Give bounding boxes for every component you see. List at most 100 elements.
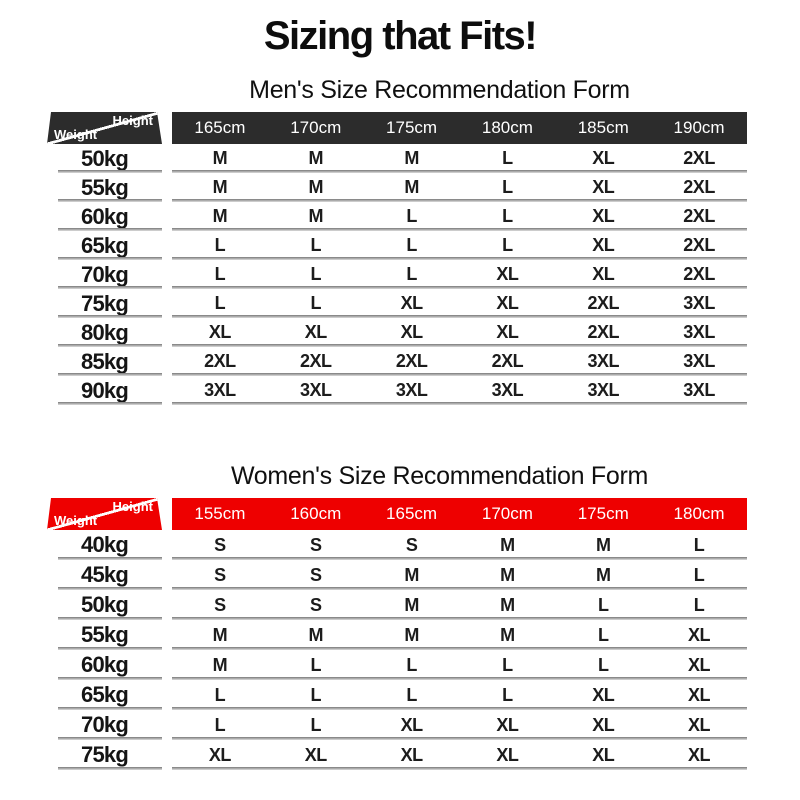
weight-cell: 50kg xyxy=(47,144,162,173)
size-cells: M M L L XL 2XL xyxy=(172,202,747,231)
table-row: 60kg M L L L L XL xyxy=(47,650,747,680)
size-cell: L xyxy=(597,594,609,615)
table-body: 50kg M M M L XL 2XL 55kg M M M L XL 2XL 60kg M M L L XL 2XL 6… xyxy=(47,144,747,405)
size-cell: M xyxy=(308,148,323,168)
weight-axis-label: Weight xyxy=(54,127,98,142)
size-cell: M xyxy=(212,177,228,197)
height-header-cell: 165cm xyxy=(194,118,246,137)
height-header-cell: 185cm xyxy=(577,118,629,137)
size-cell: 2XL xyxy=(683,177,715,197)
table-row: 90kg 3XL 3XL 3XL 3XL 3XL 3XL xyxy=(47,376,747,405)
size-cell: XL xyxy=(400,322,424,342)
column-gap xyxy=(162,530,172,560)
corner-cell: Height Weight xyxy=(47,498,162,530)
size-cell: XL xyxy=(592,148,615,168)
size-cell: L xyxy=(406,684,417,705)
weight-cell: 55kg xyxy=(47,620,162,650)
size-cell: L xyxy=(406,235,417,255)
size-cell: XL xyxy=(688,654,711,675)
table-row: 85kg 2XL 2XL 2XL 2XL 3XL 3XL xyxy=(47,347,747,376)
table-body: 40kg S S S M M L 45kg S S M M M L 50kg S S M M L L 55kg M M M M L X… xyxy=(47,530,747,770)
size-cell: L xyxy=(406,654,417,675)
size-cell: S xyxy=(309,594,322,615)
size-cell: S xyxy=(214,534,226,555)
column-gap xyxy=(162,202,172,231)
weight-cell: 40kg xyxy=(47,530,162,560)
size-cell: M xyxy=(212,206,228,226)
size-cell: L xyxy=(214,684,226,705)
weight-cell: 70kg xyxy=(47,260,162,289)
size-cell: 3XL xyxy=(683,293,715,313)
table-row: 45kg S S M M M L xyxy=(47,560,747,590)
size-cell: XL xyxy=(496,322,519,342)
size-cell: M xyxy=(308,624,323,645)
column-gap xyxy=(162,173,172,202)
size-cell: S xyxy=(405,534,418,555)
size-cell: XL xyxy=(592,744,615,765)
size-cell: 2XL xyxy=(204,351,236,371)
size-cell: XL xyxy=(592,264,615,284)
size-cell: XL xyxy=(400,293,424,313)
weight-cell: 45kg xyxy=(47,560,162,590)
diagonal-line-icon xyxy=(47,112,162,144)
table-row: 60kg M M L L XL 2XL xyxy=(47,202,747,231)
weight-cell: 60kg xyxy=(47,202,162,231)
size-cell: XL xyxy=(208,322,232,342)
table-row: 50kg M M M L XL 2XL xyxy=(47,144,747,173)
height-header-cell: 160cm xyxy=(290,504,342,523)
size-cell: L xyxy=(693,534,705,555)
size-cell: 2XL xyxy=(683,206,715,226)
size-cell: L xyxy=(214,264,226,284)
table-header-row: Height Weight 155cm 160cm 165cm 170cm 175cm 1… xyxy=(47,498,747,530)
size-cell: XL xyxy=(304,322,328,342)
column-gap xyxy=(162,318,172,347)
height-header-cell: 180cm xyxy=(673,504,725,523)
height-header-cell: 180cm xyxy=(481,118,533,137)
size-cell: L xyxy=(310,654,321,675)
size-table: Height Weight 155cm 160cm 165cm 170cm 175cm 1… xyxy=(47,498,747,770)
size-cells: 3XL 3XL 3XL 3XL 3XL 3XL xyxy=(172,376,747,405)
size-cell: XL xyxy=(304,744,328,765)
diagonal-line-icon xyxy=(47,498,162,530)
size-cell: L xyxy=(214,293,226,313)
size-cell: XL xyxy=(592,714,615,735)
size-cell: 2XL xyxy=(683,264,715,284)
weight-cell: 75kg xyxy=(47,740,162,770)
size-cell: L xyxy=(693,564,705,585)
size-cell: L xyxy=(310,684,321,705)
weight-cell: 60kg xyxy=(47,650,162,680)
size-cell: XL xyxy=(592,177,615,197)
column-gap xyxy=(162,710,172,740)
size-cells: 2XL 2XL 2XL 2XL 3XL 3XL xyxy=(172,347,747,376)
table-header-row: Height Weight 165cm 170cm 175cm 180cm 185cm 1… xyxy=(47,112,747,144)
height-header-cell: 175cm xyxy=(577,504,629,523)
size-cells: M M M L XL 2XL xyxy=(172,144,747,173)
table-row: 70kg L L XL XL XL XL xyxy=(47,710,747,740)
size-cell: XL xyxy=(400,714,424,735)
size-cell: L xyxy=(597,624,609,645)
size-cell: XL xyxy=(496,714,519,735)
size-cell: L xyxy=(502,235,513,255)
size-cell: L xyxy=(310,714,321,735)
size-cell: L xyxy=(502,206,513,226)
size-cell: M xyxy=(212,654,228,675)
size-cell: L xyxy=(693,594,705,615)
table-row: 75kg XL XL XL XL XL XL xyxy=(47,740,747,770)
size-cell: M xyxy=(500,594,515,615)
column-gap xyxy=(162,347,172,376)
size-cell: 3XL xyxy=(395,380,428,400)
size-cell: S xyxy=(214,564,226,585)
weight-cell: 75kg xyxy=(47,289,162,318)
size-cell: L xyxy=(502,148,513,168)
size-cells: L L L L XL XL xyxy=(172,680,747,710)
weight-cell: 70kg xyxy=(47,710,162,740)
weight-cell: 90kg xyxy=(47,376,162,405)
size-cell: 3XL xyxy=(683,322,715,342)
weight-axis-label: Weight xyxy=(54,513,98,528)
size-table: Height Weight 165cm 170cm 175cm 180cm 185cm 1… xyxy=(47,112,747,405)
size-cells: L L XL XL XL XL xyxy=(172,710,747,740)
size-cells: M M M L XL 2XL xyxy=(172,173,747,202)
column-gap xyxy=(162,231,172,260)
column-gap xyxy=(162,560,172,590)
size-cell: L xyxy=(310,293,321,313)
